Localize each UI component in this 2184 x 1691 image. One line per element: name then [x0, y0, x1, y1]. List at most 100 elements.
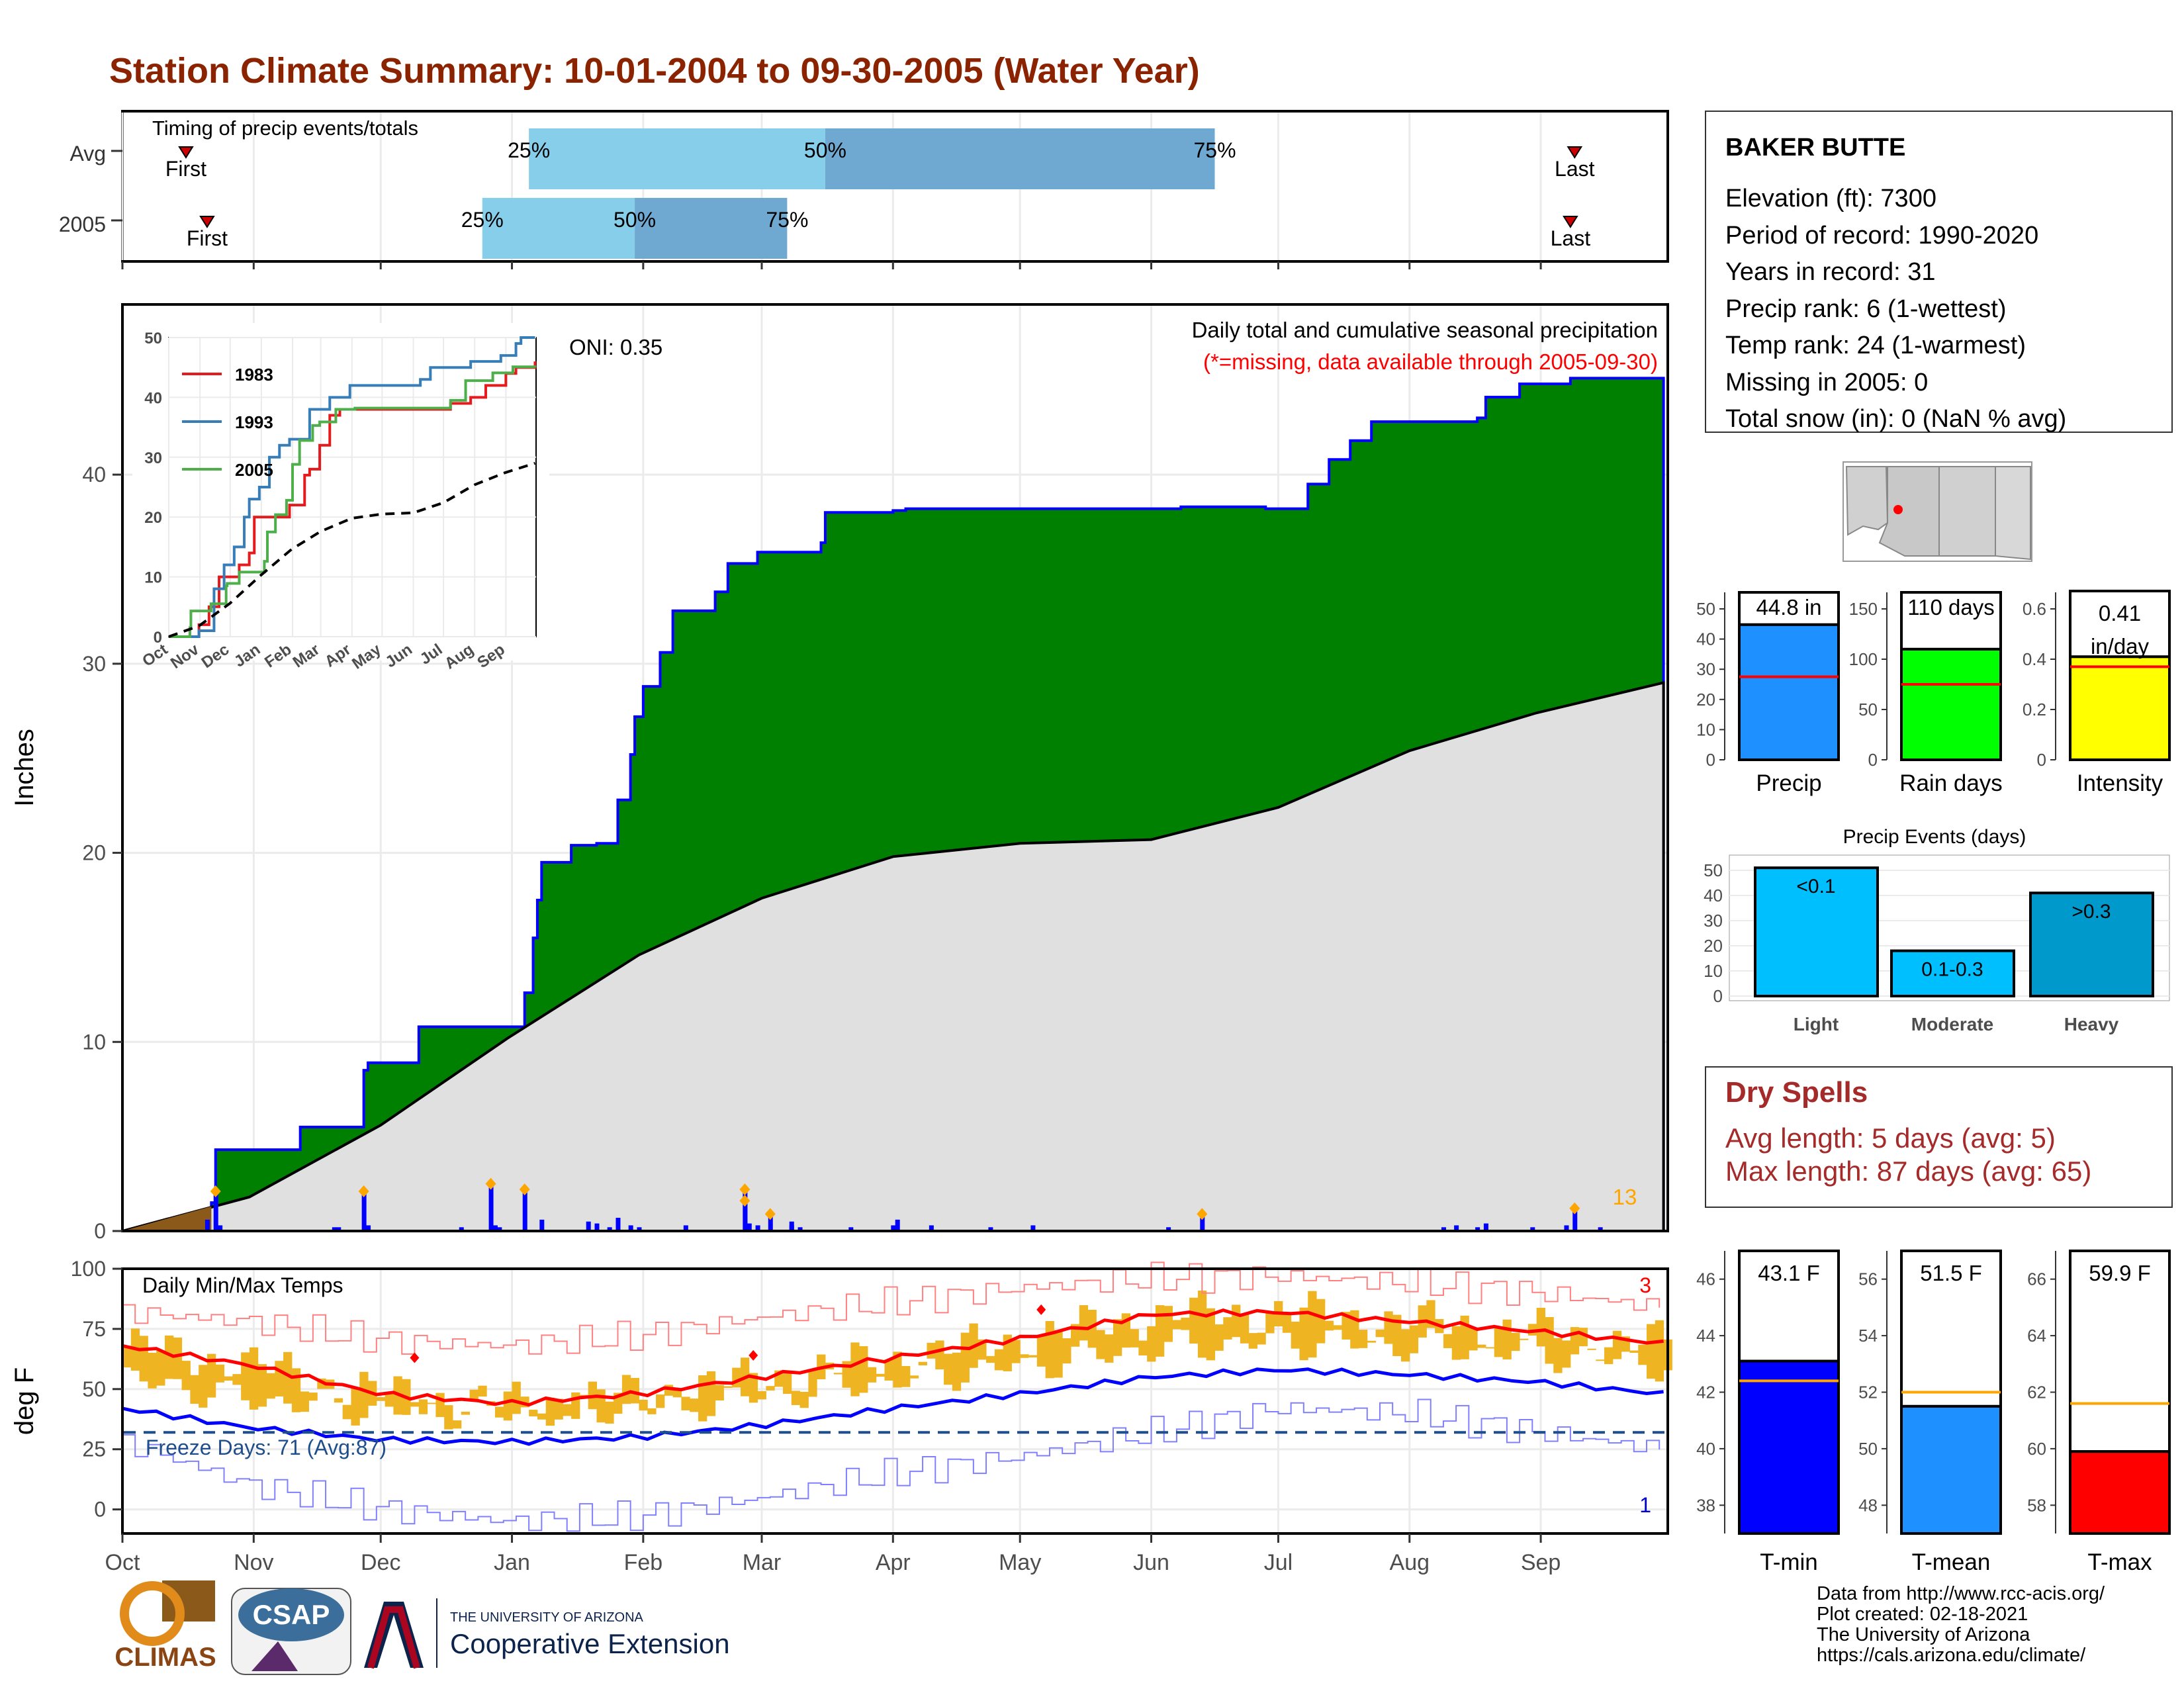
temp-daily-bar [1299, 1307, 1308, 1361]
month-label-mar: Mar [743, 1550, 782, 1575]
temp-daily-bar [1163, 1306, 1173, 1342]
timing-label-50-0: 50% [804, 138, 846, 162]
dry-max-length: Max length: 87 days (avg: 65) [1725, 1156, 2091, 1187]
inset-ytick-40: 40 [144, 389, 162, 407]
temp-daily-bar [1240, 1313, 1250, 1344]
events-bar-label-2: >0.3 [2071, 901, 2111, 923]
daily-precip-bar [848, 1227, 854, 1231]
totals-tick-label: 40 [1696, 629, 1715, 649]
temp-daily-bar [1147, 1326, 1156, 1362]
temp-daily-bar [1536, 1308, 1545, 1347]
timing-label-25-0: 25% [508, 138, 550, 162]
timing-header: Timing of precip events/totals [152, 116, 418, 140]
temp-daily-bar [1469, 1327, 1478, 1351]
totals-tick-label: 0 [1868, 750, 1878, 770]
daily-precip-bar [755, 1225, 760, 1231]
count-label: 13 [1613, 1185, 1637, 1209]
tsum-tick-label: 62 [2027, 1383, 2046, 1402]
record-max-line [122, 1261, 1661, 1355]
events-ytick-30: 30 [1704, 911, 1723, 931]
daily-precip-bar [361, 1191, 367, 1231]
temp-daily-bar [876, 1373, 886, 1377]
events-ytick-0: 0 [1713, 986, 1723, 1006]
temp-daily-bar [1070, 1324, 1080, 1347]
daily-precip-bar [459, 1227, 464, 1231]
temp-daily-bar [1384, 1311, 1393, 1344]
daily-precip-bar [586, 1221, 591, 1231]
temp-daily-bar [791, 1391, 801, 1405]
temp-daily-bar [545, 1397, 555, 1426]
daily-precip-bar [594, 1223, 600, 1231]
temp-daily-bar [148, 1352, 157, 1389]
timing-bar-50-75-1 [635, 198, 788, 259]
daily-precip-bar [1030, 1225, 1036, 1231]
temp-daily-bar [232, 1374, 242, 1385]
temp-daily-bar [469, 1389, 478, 1400]
temp-daily-bar [1409, 1325, 1419, 1353]
daily-precip-marker [739, 1195, 751, 1207]
temp-daily-bar [842, 1361, 851, 1388]
daily-precip-bar [1441, 1227, 1446, 1231]
temp-daily-bar [833, 1373, 843, 1375]
dry-avg-length: Avg length: 5 days (avg: 5) [1725, 1122, 2056, 1154]
temp-daily-bar [1359, 1330, 1368, 1348]
temp-daily-bar [529, 1410, 538, 1417]
temp-daily-bar [1494, 1327, 1504, 1357]
timing-first-label-0: First [165, 157, 206, 181]
station-period: Period of record: 1990-2020 [1725, 222, 2038, 250]
map-state-ca [1845, 466, 1889, 536]
daily-precip-bar [1454, 1225, 1459, 1231]
temp-daily-bar [605, 1401, 614, 1424]
timing-last-marker-1 [1563, 216, 1578, 228]
totals-tick-label: 100 [1849, 649, 1878, 669]
temp-daily-bar [1655, 1320, 1664, 1382]
inset-line-normal [168, 461, 536, 638]
daily-precip-bar [1572, 1208, 1578, 1231]
temp-daily-bar [1138, 1340, 1148, 1356]
tsum-bar-2 [2069, 1450, 2171, 1535]
totals-tick-label: 0.4 [2023, 649, 2046, 669]
main-precip-chart: 0 10 20 30 40 Inches ONI: 0.35 Daily total a… [10, 303, 1669, 1243]
temp-daily-bar [732, 1367, 741, 1388]
temp-daily-bar [1587, 1348, 1596, 1350]
daily-precip-bar [1200, 1214, 1205, 1231]
totals-tick-label: 150 [1849, 599, 1878, 619]
main-ytick-label-40: 40 [82, 463, 106, 486]
tsum-value-0: 43.1 F [1758, 1261, 1820, 1285]
ua-logo: THE UNIVERSITY OF ARIZONA Cooperative Ex… [364, 1598, 730, 1669]
temp-daily-bar [308, 1393, 318, 1401]
temp-daily-bar [452, 1420, 462, 1429]
temp-daily-bar [275, 1361, 284, 1396]
temp-daily-bar [1045, 1321, 1054, 1379]
temp-daily-bar [893, 1351, 902, 1388]
record-high-marker [410, 1352, 420, 1363]
temp-daily-bar [749, 1373, 758, 1403]
temp-daily-bar [986, 1355, 995, 1363]
credit-line-1: Data from http://www.rcc-acis.org/ [1817, 1583, 2105, 1604]
tsum-tick-label: 46 [1696, 1269, 1715, 1289]
month-label-oct: Oct [105, 1550, 140, 1575]
temp-daily-bar [1392, 1314, 1402, 1356]
totals-axis-label-2: Intensity [2077, 770, 2163, 796]
temp-daily-bar [1316, 1299, 1326, 1344]
temp-daily-bar [444, 1405, 453, 1430]
temp-daily-bar [376, 1396, 386, 1401]
temp-daily-bar [1511, 1332, 1520, 1351]
daily-precip-bar [1166, 1227, 1171, 1231]
daily-precip-bar [1564, 1225, 1569, 1231]
temp-daily-bar [1257, 1332, 1266, 1345]
temp-daily-bar [418, 1399, 428, 1414]
timing-bars: 25% 50% 75% First Last 25% 50% 75% First Last [111, 128, 1595, 259]
temp-daily-bar [1020, 1354, 1029, 1358]
tsum-tick-label: 54 [1858, 1326, 1878, 1346]
missing-note: (*=missing, data available through 2005-… [1203, 349, 1658, 374]
daily-precip-bar [1530, 1227, 1535, 1231]
temp-plot-frame [121, 1267, 1669, 1535]
temp-daily-bar [1113, 1319, 1122, 1356]
timing-label-75-0: 75% [1193, 138, 1236, 162]
tsum-tick-label: 42 [1696, 1383, 1715, 1402]
month-label-apr: Apr [876, 1550, 911, 1575]
events-bar-moderate [1890, 949, 2015, 997]
tsum-tick-label: 44 [1696, 1326, 1715, 1346]
